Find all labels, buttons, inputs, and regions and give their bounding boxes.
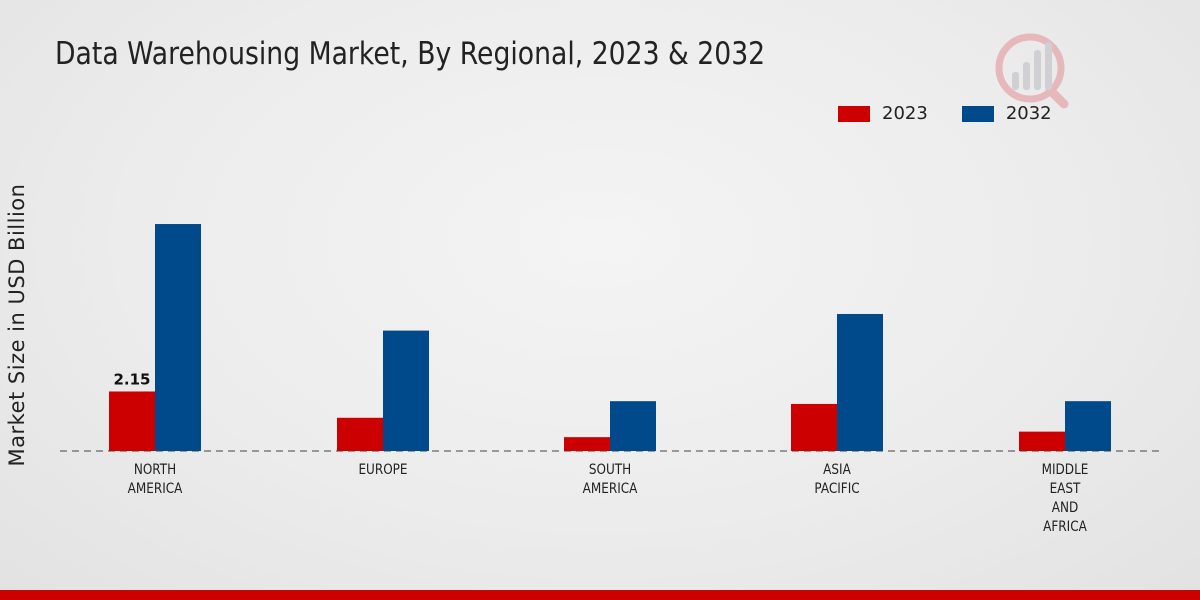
legend-item-2023: 2023 bbox=[838, 103, 928, 124]
x-tick-label-2: SOUTH AMERICA bbox=[583, 462, 638, 497]
legend-swatch-2023 bbox=[838, 105, 870, 122]
x-tick-label-4: MIDDLE EAST AND AFRICA bbox=[1042, 462, 1089, 535]
x-tick-label-0: NORTH AMERICA bbox=[128, 462, 183, 497]
x-tick-label-1: EUROPE bbox=[358, 462, 407, 478]
data-label-0: 2.15 bbox=[113, 370, 150, 388]
bar-2032-2 bbox=[610, 401, 656, 451]
bar-2023-0 bbox=[109, 391, 155, 451]
legend-label-2032: 2032 bbox=[1005, 103, 1052, 124]
chart-title: Data Warehousing Market, By Regional, 20… bbox=[55, 36, 766, 72]
bar-2032-0 bbox=[155, 224, 201, 451]
bar-2023-4 bbox=[1019, 431, 1065, 451]
legend-label-2023: 2023 bbox=[882, 103, 928, 124]
bar-2023-2 bbox=[564, 437, 610, 451]
bar-2032-4 bbox=[1065, 401, 1111, 451]
brand-logo-icon bbox=[995, 33, 1069, 109]
legend-swatch-2032 bbox=[961, 105, 994, 122]
bar-2032-1 bbox=[383, 330, 429, 451]
bar-2023-1 bbox=[337, 417, 383, 451]
bar-2023-3 bbox=[791, 403, 837, 451]
footer-accent-bar bbox=[0, 590, 1200, 600]
bar-2032-3 bbox=[837, 313, 883, 451]
x-tick-label-3: ASIA PACIFIC bbox=[814, 462, 859, 497]
chart-legend: 2023 2032 bbox=[838, 103, 1086, 124]
legend-item-2032: 2032 bbox=[961, 103, 1052, 124]
